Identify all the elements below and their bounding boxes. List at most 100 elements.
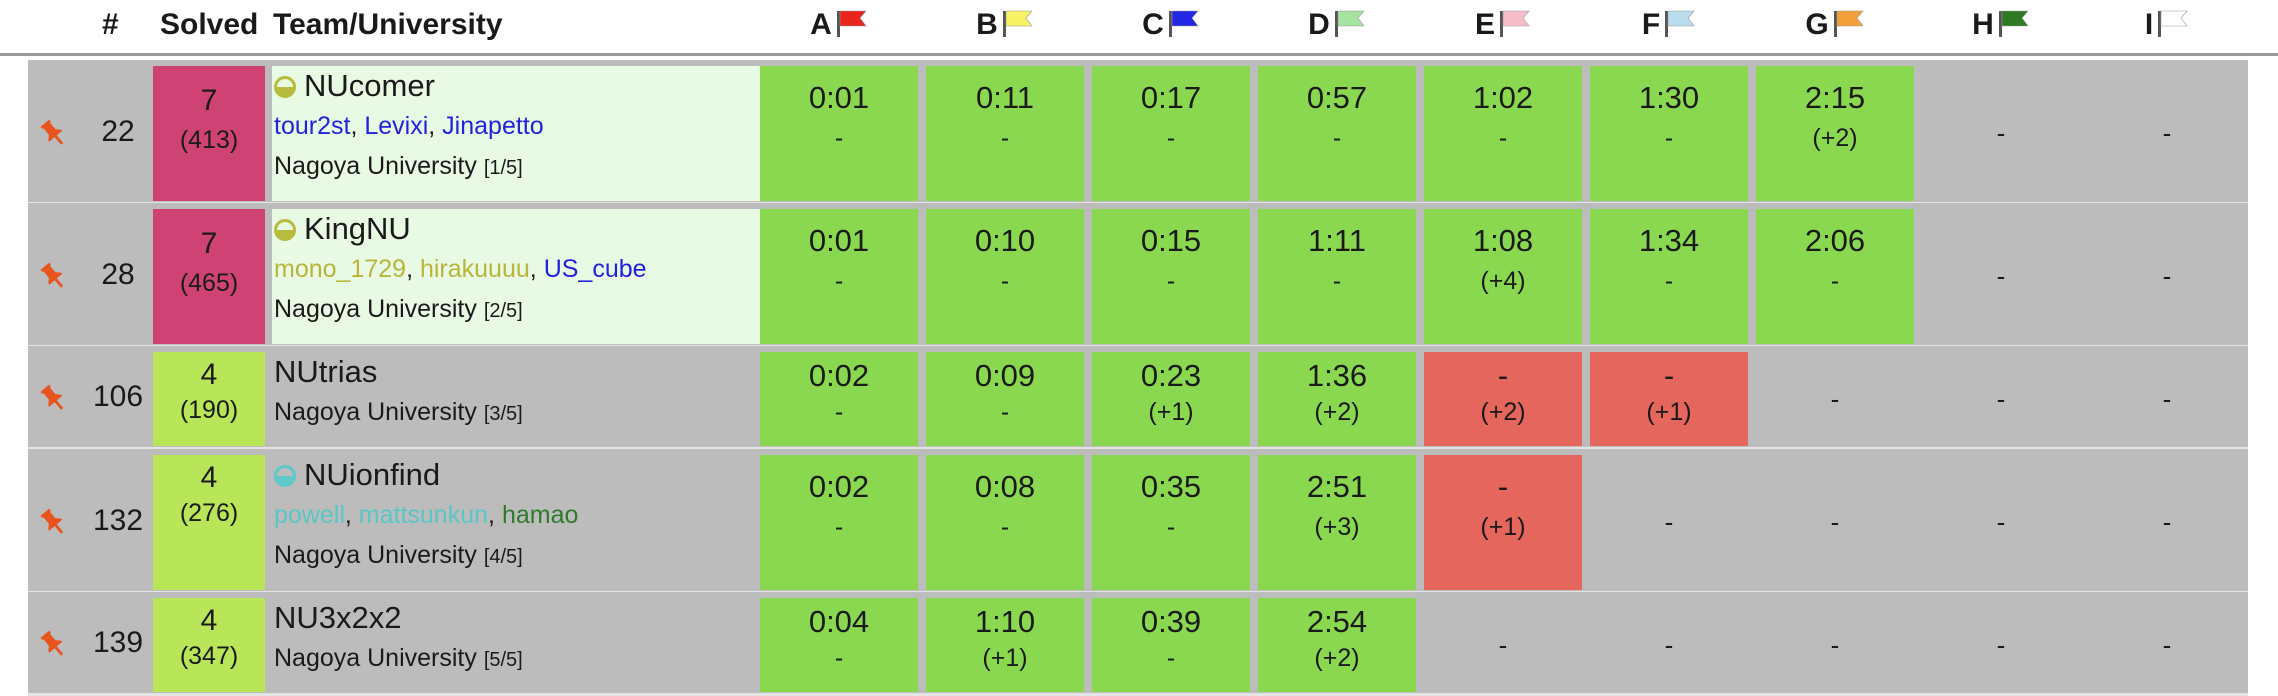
member-link[interactable]: powell [274,501,345,529]
problem-cell-d[interactable]: 2:54 (+2) [1258,598,1416,692]
problem-cell-a[interactable]: 0:04 - [760,598,918,692]
problem-cell-d[interactable]: 0:57 - [1258,66,1416,201]
member-link[interactable]: hamao [501,501,579,529]
university-name: Nagoya University [274,152,484,180]
member-link[interactable]: hirakuuuu [419,255,530,283]
problem-cell-g[interactable]: 2:15 (+2) [1756,66,1914,201]
problem-cell-c[interactable]: 0:35 - [1092,455,1250,590]
problem-cell-e[interactable]: - (+2) [1424,352,1582,446]
university-rank: [3/5] [483,403,523,425]
team-name[interactable]: NU3x2x2 [274,598,782,638]
rank-column-header[interactable]: # [102,8,119,41]
solve-time: 1:10 [974,604,1036,639]
pin-icon[interactable] [36,259,70,293]
member-link[interactable]: mattsunkun [358,501,489,529]
solve-time: - [1497,469,1509,504]
pin-icon[interactable] [36,505,70,539]
problem-cell-a[interactable]: 0:01 - [760,209,918,344]
problem-header-f[interactable]: F [1590,0,1748,50]
standings-row: 28 7 (465) KingNU mono_1729, hirakuuuu, US_c… [28,203,2248,348]
problem-cell-a[interactable]: 0:01 - [760,66,918,201]
attempt-count: (+1) [982,644,1028,672]
attempt-count: - [834,513,844,541]
team-members: mono_1729, hirakuuuu, US_cube [274,249,782,289]
problem-header-d[interactable]: D [1258,0,1416,50]
member-separator: , [350,112,365,140]
problem-header-g[interactable]: G [1756,0,1914,50]
problem-header-i[interactable]: I [2088,0,2246,50]
team-name[interactable]: NUionfind [274,455,782,495]
problem-cell-b[interactable]: 0:08 - [926,455,1084,590]
rating-circle-icon [274,465,296,487]
problem-cell-c[interactable]: 0:23 (+1) [1092,352,1250,446]
problem-cell-c[interactable]: 0:39 - [1092,598,1250,692]
member-link[interactable]: tour2st [274,112,351,140]
pin-icon[interactable] [36,116,70,150]
problem-cell-a[interactable]: 0:02 - [760,352,918,446]
problem-header-e[interactable]: E [1424,0,1582,50]
empty-cell-dash: - [2162,384,2172,414]
rating-circle-icon [274,76,296,98]
member-link[interactable]: mono_1729 [274,255,407,283]
university: Nagoya University [4/5] [274,535,782,577]
university-rank: [1/5] [483,157,523,179]
problem-cell-b[interactable]: 0:10 - [926,209,1084,344]
problem-cell-c[interactable]: 0:15 - [1092,209,1250,344]
member-link[interactable]: Jinapetto [442,112,544,140]
attempt-count: - [834,398,844,426]
problem-cell-d[interactable]: 2:51 (+3) [1258,455,1416,590]
problem-cell-e[interactable]: - (+1) [1424,455,1582,590]
team-cell: NUtrias Nagoya University [3/5] [272,352,782,446]
university: Nagoya University [5/5] [274,638,782,680]
member-link[interactable]: Levixi [364,112,429,140]
problem-cell-b[interactable]: 1:10 (+1) [926,598,1084,692]
problem-header-b[interactable]: B [926,0,1084,50]
problem-cell-e[interactable]: 1:08 (+4) [1424,209,1582,344]
problem-cell-i: - [2088,455,2246,590]
solve-time: 0:02 [808,469,870,504]
member-separator: , [488,501,502,529]
attempt-count: (+2) [1314,644,1360,672]
problem-cell-d[interactable]: 1:11 - [1258,209,1416,344]
problem-cell-f[interactable]: - (+1) [1590,352,1748,446]
team-name[interactable]: KingNU [274,209,782,249]
team-name[interactable]: NUcomer [274,66,782,106]
penalty-time: (276) [179,499,239,527]
problem-cell-a[interactable]: 0:02 - [760,455,918,590]
problem-cell-b[interactable]: 0:09 - [926,352,1084,446]
member-separator: , [428,112,443,140]
pin-icon[interactable] [36,627,70,661]
team-name-text: NUtrias [274,354,378,389]
flag-icon [1495,8,1531,41]
solve-time: 0:17 [1140,80,1202,115]
problem-cell-f[interactable]: 1:34 - [1590,209,1748,344]
problem-cell-d[interactable]: 1:36 (+2) [1258,352,1416,446]
empty-cell-dash: - [1830,507,1840,537]
team-name-text: NUcomer [304,68,435,103]
attempt-count: - [1664,124,1674,152]
empty-cell-dash: - [1996,507,2006,537]
flag-icon [1660,8,1696,41]
solved-count: 4 (190) [153,352,265,446]
team-name[interactable]: NUtrias [274,352,782,392]
problem-cell-f[interactable]: 1:30 - [1590,66,1748,201]
problem-cell-b[interactable]: 0:11 - [926,66,1084,201]
pin-icon[interactable] [36,381,70,415]
solve-time: 0:09 [974,358,1036,393]
empty-cell-dash: - [2162,261,2172,291]
team-column-header[interactable]: Team/University [273,8,503,41]
problem-header-h[interactable]: H [1922,0,2080,50]
problem-cell-g[interactable]: 2:06 - [1756,209,1914,344]
solve-time: 0:02 [808,358,870,393]
solve-time: 0:39 [1140,604,1202,639]
problem-cell-h: - [1922,455,2080,590]
solved-column-header[interactable]: Solved [160,8,259,41]
problem-header-c[interactable]: C [1092,0,1250,50]
problem-cell-c[interactable]: 0:17 - [1092,66,1250,201]
problem-header-a[interactable]: A [760,0,918,50]
attempt-count: (+2) [1480,398,1526,426]
problem-cell-e[interactable]: 1:02 - [1424,66,1582,201]
empty-cell-dash: - [1664,630,1674,660]
member-link[interactable]: US_cube [543,255,647,283]
solve-time: 0:04 [808,604,870,639]
